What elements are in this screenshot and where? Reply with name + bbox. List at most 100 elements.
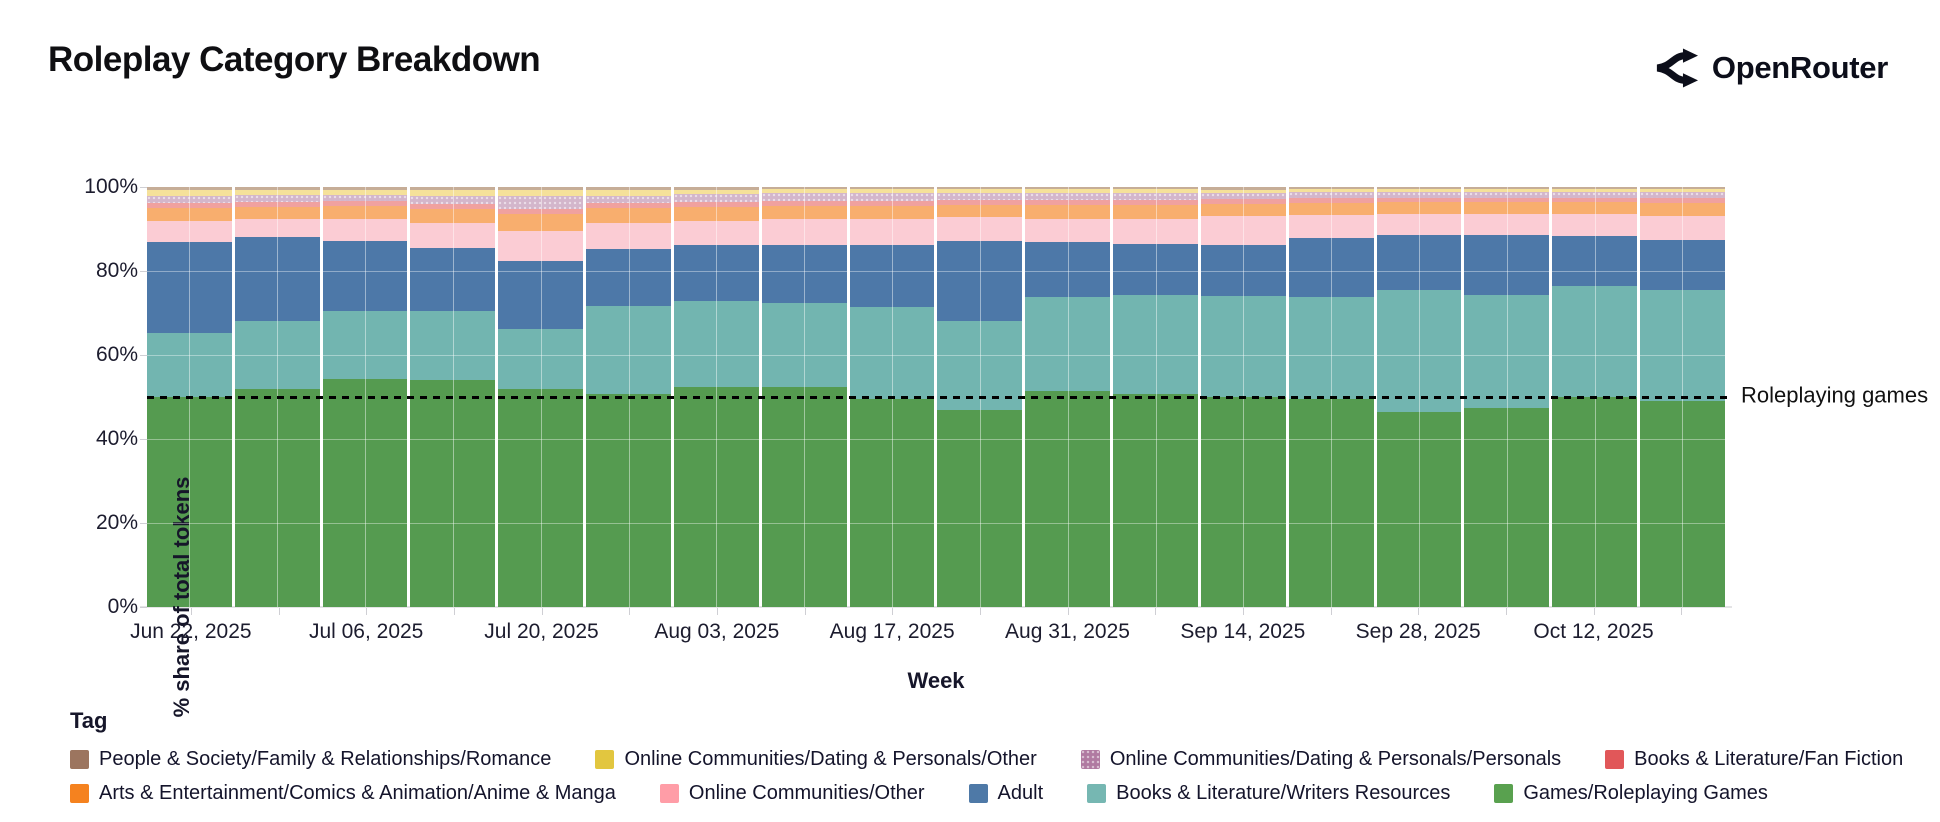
bar-segment[interactable] [1640,197,1725,203]
bar-column[interactable] [1464,187,1550,607]
bar-segment[interactable] [498,328,584,390]
legend-item[interactable]: People & Society/Family & Relationships/… [70,748,551,771]
bar-segment[interactable] [234,195,320,202]
bar-column[interactable] [673,187,759,607]
bar-segment[interactable] [1376,411,1462,607]
bar-segment[interactable] [498,389,584,607]
bar-segment[interactable] [234,187,320,190]
bar-segment[interactable] [498,208,584,215]
bar-segment[interactable] [849,189,935,194]
bar-segment[interactable] [498,231,584,261]
bar-segment[interactable] [761,189,847,194]
bar-segment[interactable] [410,203,496,209]
bar-column[interactable] [586,187,671,607]
bar-segment[interactable] [147,220,232,243]
bar-segment[interactable] [410,380,496,607]
bar-segment[interactable] [673,220,759,245]
bar-column[interactable] [1640,187,1725,607]
bar-segment[interactable] [1376,290,1462,412]
bar-segment[interactable] [1640,192,1725,198]
bar-segment[interactable] [410,248,496,311]
bar-segment[interactable] [1288,215,1374,239]
bar-segment[interactable] [498,214,584,232]
bar-segment[interactable] [937,204,1023,218]
bar-segment[interactable] [1552,187,1638,190]
bar-segment[interactable] [1113,244,1198,295]
bar-segment[interactable] [937,217,1023,242]
bar-segment[interactable] [1025,242,1111,297]
bar-segment[interactable] [1025,391,1111,607]
bar-segment[interactable] [234,201,320,207]
bar-segment[interactable] [586,189,671,197]
bar-segment[interactable] [1640,189,1725,193]
bar-segment[interactable] [1025,296,1111,392]
bar-segment[interactable] [761,302,847,387]
bar-segment[interactable] [849,398,935,607]
bar-segment[interactable] [1025,204,1111,219]
bar-segment[interactable] [1113,193,1198,200]
bar-segment[interactable] [1640,239,1725,290]
bar-segment[interactable] [849,193,935,201]
bar-segment[interactable] [849,306,935,399]
bar-segment[interactable] [1640,289,1725,402]
bar-segment[interactable] [322,241,408,311]
bar-segment[interactable] [673,201,759,207]
bar-segment[interactable] [322,310,408,380]
bar-segment[interactable] [673,206,759,221]
bar-segment[interactable] [1200,216,1286,245]
bar-column[interactable] [1288,187,1374,607]
bar-segment[interactable] [1376,201,1462,215]
bar-segment[interactable] [234,206,320,219]
bar-segment[interactable] [937,187,1023,190]
bar-segment[interactable] [937,241,1023,321]
bar-segment[interactable] [1464,407,1550,607]
legend-item[interactable]: Online Communities/Dating & Personals/Pe… [1080,748,1561,771]
bar-segment[interactable] [1200,397,1286,607]
bar-column[interactable] [147,187,232,607]
bar-segment[interactable] [937,192,1023,200]
bar-segment[interactable] [498,189,584,197]
bar-segment[interactable] [673,189,759,195]
bar-segment[interactable] [1552,201,1638,215]
bar-segment[interactable] [1025,199,1111,205]
bar-segment[interactable] [937,199,1023,205]
bar-segment[interactable] [322,205,408,219]
bar-segment[interactable] [1113,189,1198,194]
bar-segment[interactable] [1464,214,1550,236]
bar-segment[interactable] [1552,214,1638,237]
bar-segment[interactable] [849,205,935,220]
bar-segment[interactable] [761,187,847,190]
bar-segment[interactable] [322,218,408,242]
bar-segment[interactable] [761,193,847,201]
bar-segment[interactable] [1376,192,1462,198]
bar-segment[interactable] [1113,187,1198,190]
bar-segment[interactable] [1288,296,1374,399]
bar-column[interactable] [761,187,847,607]
legend-item[interactable]: Online Communities/Other [659,782,925,805]
bar-column[interactable] [1025,187,1111,607]
bar-segment[interactable] [586,222,671,250]
bar-segment[interactable] [410,208,496,223]
bar-segment[interactable] [1113,218,1198,245]
bar-segment[interactable] [673,187,759,190]
bar-segment[interactable] [1288,187,1374,190]
bar-segment[interactable] [1376,197,1462,202]
bar-segment[interactable] [761,200,847,206]
bar-segment[interactable] [1464,192,1550,198]
bar-segment[interactable] [1376,187,1462,190]
bar-segment[interactable] [410,196,496,204]
bar-column[interactable] [1200,187,1286,607]
bar-segment[interactable] [147,187,232,190]
bar-segment[interactable] [322,187,408,190]
bar-segment[interactable] [761,205,847,220]
bar-segment[interactable] [1640,216,1725,240]
bar-segment[interactable] [586,187,671,190]
bar-segment[interactable] [1025,187,1111,190]
bar-segment[interactable] [147,208,232,221]
bar-segment[interactable] [586,196,671,203]
bar-segment[interactable] [1288,202,1374,216]
bar-segment[interactable] [1200,295,1286,397]
bar-segment[interactable] [761,386,847,607]
legend-item[interactable]: Online Communities/Dating & Personals/Ot… [595,748,1037,771]
bar-segment[interactable] [1113,199,1198,205]
